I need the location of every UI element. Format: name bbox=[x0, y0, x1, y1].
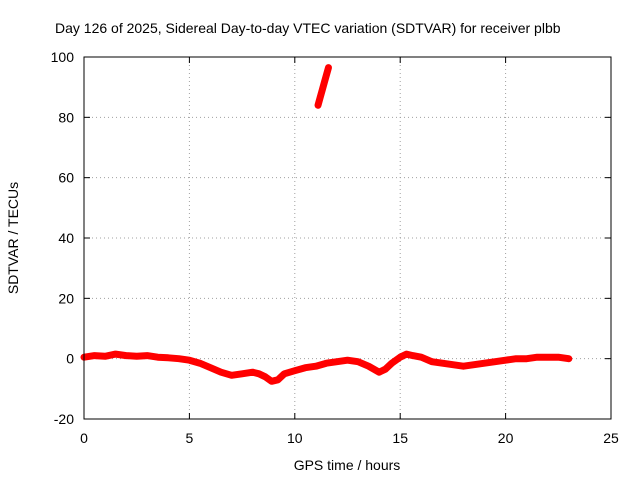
x-tick-label: 0 bbox=[80, 430, 88, 446]
data-series bbox=[80, 64, 573, 385]
y-tick-label: 0 bbox=[66, 351, 74, 367]
plot-frame bbox=[83, 56, 612, 420]
y-axis-label: SDTVAR / TECUs bbox=[5, 182, 21, 294]
series-line-main bbox=[80, 350, 573, 385]
x-tick-label: 5 bbox=[186, 430, 194, 446]
y-tick-label: -20 bbox=[54, 411, 74, 427]
y-tick-label: 60 bbox=[58, 170, 74, 186]
x-tick-label: 15 bbox=[392, 430, 408, 446]
y-tick-label: 100 bbox=[51, 49, 75, 65]
x-tick-label: 10 bbox=[287, 430, 303, 446]
y-tick-label: 80 bbox=[58, 109, 74, 125]
x-tick-label: 25 bbox=[603, 430, 619, 446]
x-tick-label: 20 bbox=[498, 430, 514, 446]
grid-lines bbox=[84, 57, 611, 419]
y-tick-label: 40 bbox=[58, 230, 74, 246]
x-axis-label: GPS time / hours bbox=[294, 457, 401, 473]
series-line-outlier bbox=[314, 64, 332, 109]
tick-labels: -20 0 20 40 60 80 100 0 5 10 15 20 25 bbox=[51, 49, 619, 446]
y-tick-label: 20 bbox=[58, 290, 74, 306]
chart-title: Day 126 of 2025, Sidereal Day-to-day VTE… bbox=[55, 20, 561, 36]
